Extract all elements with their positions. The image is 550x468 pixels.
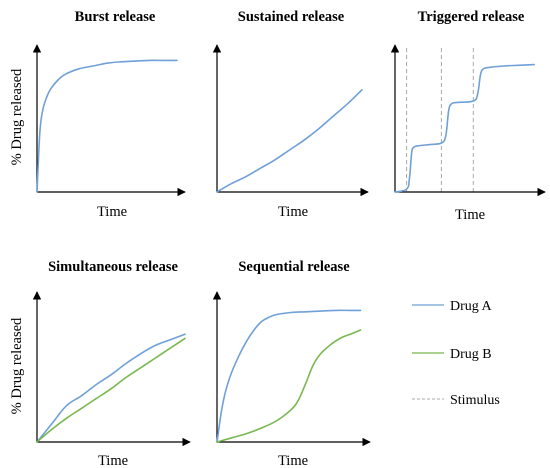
plot-area (36, 59, 178, 193)
series-line-drug-a (36, 333, 186, 443)
legend-label-drug-b: Drug B (450, 347, 492, 362)
legend-item-drug-b: Drug B (412, 347, 492, 362)
y-axis-label: % Drug released (9, 68, 25, 165)
series-line-drug-a (216, 89, 363, 193)
legend-label-drug-a: Drug A (450, 299, 493, 314)
legend: Drug A Drug B Stimulus (412, 299, 500, 408)
legend-item-stimulus: Stimulus (412, 393, 500, 408)
panel-triggered-release: Triggered release Time (390, 9, 546, 223)
panel-sustained-release: Sustained release Time (212, 9, 369, 220)
plot-area (394, 63, 535, 193)
series-line-drug-b (216, 329, 362, 443)
legend-label-stimulus: Stimulus (450, 393, 500, 408)
plot-area (216, 309, 362, 443)
chart-title: Burst release (75, 9, 156, 25)
series-line-drug-b (36, 337, 186, 443)
series-line-drug-a (36, 59, 178, 193)
x-axis-label: Time (278, 453, 308, 468)
series-line-drug-a (394, 63, 535, 193)
chart-title: Triggered release (418, 9, 525, 25)
chart-title: Sustained release (238, 9, 345, 25)
panel-sequential-release: Sequential release Time (212, 259, 371, 468)
series-line-drug-a (216, 309, 362, 443)
x-axis-label: Time (97, 204, 127, 220)
y-axis-label: % Drug released (9, 317, 25, 414)
legend-item-drug-a: Drug A (412, 299, 493, 314)
x-axis-label: Time (98, 453, 128, 468)
panel-simultaneous-release: Simultaneous release Time % Drug release… (9, 259, 191, 468)
chart-title: Sequential release (238, 259, 350, 275)
chart-title: Simultaneous release (48, 259, 178, 275)
panel-burst-release: Burst release Time % Drug released (9, 9, 186, 220)
x-axis-label: Time (278, 204, 308, 220)
x-axis-label: Time (455, 207, 485, 223)
plot-area (216, 89, 363, 193)
stimulus-lines (406, 48, 474, 192)
plot-area (36, 333, 186, 443)
